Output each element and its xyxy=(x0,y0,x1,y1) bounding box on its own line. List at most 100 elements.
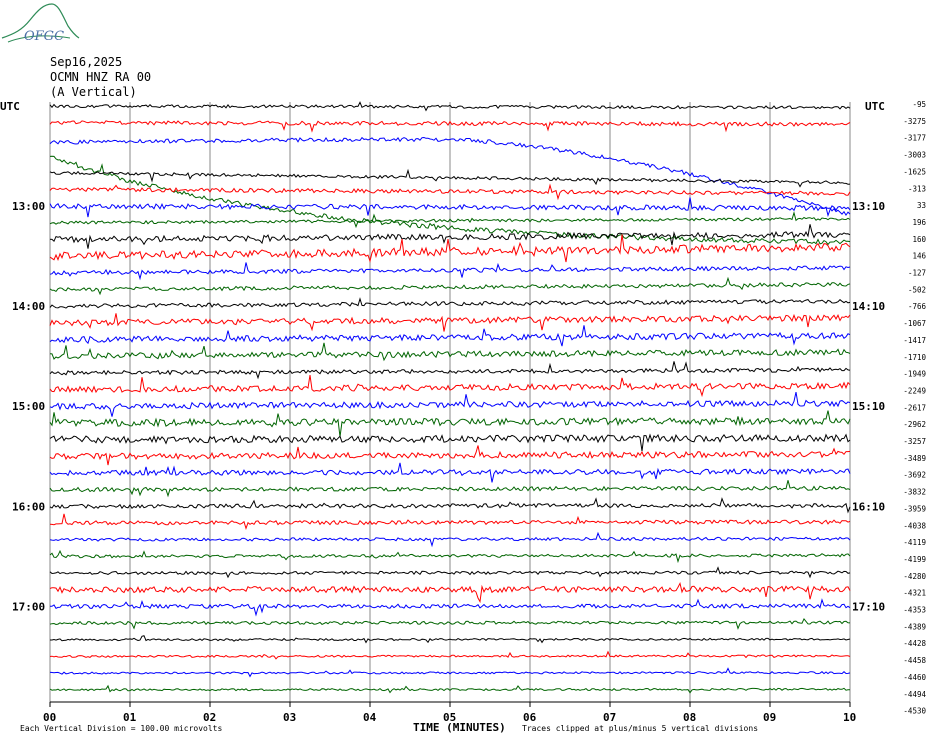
trace-offset-label: -313 xyxy=(908,184,926,193)
trace-offset-label: -4494 xyxy=(903,690,926,699)
trace-offset-label: -4321 xyxy=(903,589,926,598)
x-tick-label: 06 xyxy=(523,711,537,724)
trace-offset-label: -4460 xyxy=(903,673,926,682)
trace-offset-label: -502 xyxy=(908,285,926,294)
trace-offset-label: 160 xyxy=(912,235,926,244)
trace-line xyxy=(49,361,851,380)
trace-line xyxy=(49,445,851,466)
trace-line xyxy=(49,262,851,281)
scale-note: Each Vertical Division = 100.00 microvol… xyxy=(20,724,223,733)
trace-offset-label: -3832 xyxy=(903,488,926,497)
trace-line xyxy=(49,480,851,498)
trace-offset-label: -1067 xyxy=(903,319,926,328)
x-tick-label: 10 xyxy=(843,711,856,724)
trace-line xyxy=(49,155,851,246)
x-tick-labels: 00 01 02 03 04 05 06 07 08 09 10 xyxy=(43,711,856,724)
trace-line xyxy=(49,650,851,660)
right-time-labels: 13:10 14:10 15:10 16:10 17:10 xyxy=(852,200,885,613)
trace-offset-label: -3177 xyxy=(903,134,926,143)
right-time-label: 16:10 xyxy=(852,500,885,513)
trace-offset-label: -4530 xyxy=(903,707,926,716)
trace-offset-label: -4038 xyxy=(903,521,926,530)
trace-offset-label: -2962 xyxy=(903,420,926,429)
trace-offset-label: -2249 xyxy=(903,386,926,395)
trace-offset-label: -95 xyxy=(912,100,926,109)
trace-offset-label: -3003 xyxy=(903,151,926,160)
trace-line xyxy=(49,234,851,263)
x-tick-label: 09 xyxy=(763,711,776,724)
x-tick-label: 00 xyxy=(43,711,56,724)
trace-line xyxy=(49,531,851,548)
trace-offset-label: -4199 xyxy=(903,555,926,564)
trace-offset-label: -3257 xyxy=(903,437,926,446)
x-tick-label: 02 xyxy=(203,711,216,724)
trace-line xyxy=(49,168,851,188)
trace-line xyxy=(49,391,851,417)
trace-line xyxy=(49,667,851,678)
x-axis-label: TIME (MINUTES) xyxy=(413,721,506,734)
trace-line xyxy=(49,433,851,452)
x-tick-label: 03 xyxy=(283,711,296,724)
trace-offset-label: 196 xyxy=(912,218,926,227)
ofgc-logo: OFGC xyxy=(1,3,80,44)
trace-line xyxy=(49,197,851,218)
x-tick-label: 07 xyxy=(603,711,616,724)
left-time-label: 13:00 xyxy=(12,200,45,213)
trace-line xyxy=(49,325,851,347)
logo-swoosh xyxy=(7,35,71,43)
trace-line xyxy=(49,617,851,630)
time-grid xyxy=(49,102,851,707)
date-label: Sep16,2025 xyxy=(50,55,123,69)
trace-line xyxy=(49,462,851,483)
trace-offset-label: -127 xyxy=(908,269,926,278)
trace-offset-label: -3489 xyxy=(903,454,926,463)
trace-line xyxy=(49,513,851,531)
trace-line xyxy=(49,313,851,332)
trace-line xyxy=(49,210,851,229)
trace-offset-label: -3959 xyxy=(903,504,926,513)
right-time-label: 15:10 xyxy=(852,400,885,413)
trace-line xyxy=(49,549,851,564)
trace-offset-label: -4119 xyxy=(903,538,926,547)
left-time-label: 15:00 xyxy=(12,400,45,413)
trace-line xyxy=(49,297,851,309)
trace-line xyxy=(49,410,851,437)
trace-offset-label: -766 xyxy=(908,302,927,311)
trace-offset-label: -4389 xyxy=(903,622,926,631)
component-label: (A Vertical) xyxy=(50,85,137,99)
x-tick-label: 05 xyxy=(443,711,456,724)
trace-line xyxy=(49,120,851,133)
left-time-label: 17:00 xyxy=(12,600,45,613)
trace-offset-label: -3275 xyxy=(903,117,926,126)
x-tick-label: 08 xyxy=(683,711,696,724)
trace-offset-label: -1949 xyxy=(903,370,926,379)
trace-line xyxy=(49,566,851,579)
trace-offset-label: -4353 xyxy=(903,606,926,615)
trace-offset-label: -4280 xyxy=(903,572,926,581)
logo-text: OFGC xyxy=(24,29,64,44)
trace-line xyxy=(50,598,851,617)
right-time-label: 17:10 xyxy=(852,600,885,613)
trace-line xyxy=(49,497,851,514)
trace-group xyxy=(49,101,851,694)
right-utc-label: UTC xyxy=(865,100,885,113)
clip-note: Traces clipped at plus/minus 5 vertical … xyxy=(522,724,759,733)
trace-offset-label: -3692 xyxy=(903,471,926,480)
trace-line xyxy=(49,183,851,201)
trace-line xyxy=(49,276,851,296)
x-tick-label: 01 xyxy=(123,711,137,724)
left-time-labels: 13:00 14:00 15:00 16:00 17:00 xyxy=(12,200,45,613)
trace-line xyxy=(50,635,851,644)
trace-line xyxy=(49,684,851,694)
trace-line xyxy=(49,224,851,249)
right-time-label: 13:10 xyxy=(852,200,885,213)
right-time-label: 14:10 xyxy=(852,300,885,313)
x-tick-label: 04 xyxy=(363,711,377,724)
trace-offset-label: 33 xyxy=(917,201,926,210)
trace-line xyxy=(49,101,851,112)
trace-offset-label: -1710 xyxy=(903,353,926,362)
trace-offset-label: -4428 xyxy=(903,639,926,648)
trace-offset-label: -1417 xyxy=(903,336,926,345)
station-label: OCMN HNZ RA 00 xyxy=(50,70,152,84)
